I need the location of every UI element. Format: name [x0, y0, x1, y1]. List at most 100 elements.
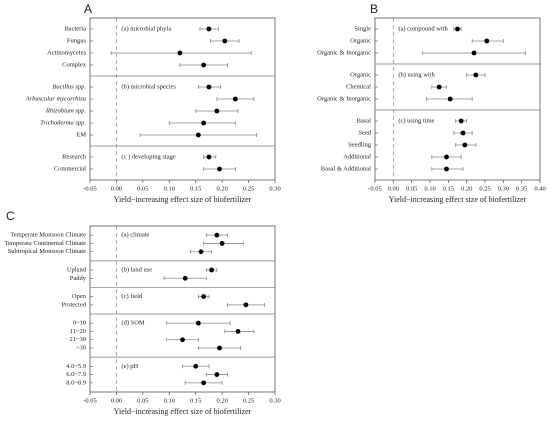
x-tick-label: 0.05: [406, 185, 417, 192]
point-estimate: [209, 267, 214, 273]
x-tick-label: 0.30: [498, 185, 509, 192]
point-estimate: [462, 142, 468, 148]
category-label: Temperate Continental Climate: [5, 240, 87, 247]
category-label: 4.0~5.9: [66, 363, 86, 370]
category-label: EM: [76, 131, 86, 138]
x-axis-title: Yield−increasing effect size of bioferti…: [114, 195, 252, 204]
category-label: Bacteria: [64, 25, 86, 32]
point-estimate: [436, 84, 442, 90]
x-axis-title: Yield−increasing effect size of bioferti…: [114, 407, 252, 416]
point-estimate: [471, 50, 477, 56]
point-estimate: [214, 108, 220, 114]
category-label: 6.0~7.9: [66, 371, 86, 378]
point-estimate: [201, 120, 207, 126]
group-label: (c) using time: [398, 117, 434, 124]
x-tick-label: 0.10: [424, 185, 435, 192]
point-estimate: [193, 363, 199, 369]
point-estimate: [180, 337, 185, 343]
x-tick-label: 0.00: [111, 397, 122, 404]
point-estimate: [195, 320, 201, 326]
group-label: (e) pH: [121, 363, 138, 370]
group-label: (a) microbial phyla: [121, 25, 171, 32]
group-label: (b) microbial species: [121, 83, 176, 90]
panel-label: B: [370, 2, 378, 16]
panel-label: A: [84, 2, 92, 16]
point-estimate: [201, 294, 207, 299]
category-label: Single: [354, 25, 371, 32]
category-label: Basal: [357, 117, 372, 124]
category-label: Rhizobium spp.: [45, 107, 86, 114]
category-label: Paddy: [70, 275, 87, 282]
category-label: Open: [72, 293, 87, 300]
group-label: (c ) developing stage: [121, 153, 175, 160]
point-estimate: [444, 166, 449, 172]
category-label: Bacillus spp.: [52, 83, 86, 90]
group-label: (a) climate: [121, 232, 149, 239]
point-estimate: [201, 380, 207, 386]
category-label: Trichoderma spp.: [40, 119, 86, 126]
point-estimate: [219, 241, 225, 246]
category-label: Temperate Monsoon Climate: [10, 232, 86, 239]
point-estimate: [460, 130, 466, 136]
x-tick-label: 0.05: [137, 185, 148, 192]
x-tick-label: 0.10: [164, 185, 175, 192]
x-tick-label: 0.00: [111, 185, 122, 192]
group-label: (d) SOM: [121, 320, 145, 327]
point-estimate: [195, 132, 201, 138]
category-label: Seed: [358, 129, 371, 136]
point-estimate: [206, 84, 212, 90]
category-label: 8.0~8.9: [66, 379, 86, 386]
category-label: Additional: [343, 153, 371, 160]
x-tick-label: 0.15: [443, 185, 454, 192]
point-estimate: [206, 154, 212, 160]
group-label: (b) using with: [398, 71, 435, 78]
x-tick-label: 0.20: [216, 185, 227, 192]
x-tick-label: 0.15: [190, 185, 201, 192]
point-estimate: [206, 26, 212, 32]
point-estimate: [243, 302, 249, 308]
category-label: Chemical: [346, 83, 371, 90]
x-tick-label: 0.40: [534, 185, 545, 192]
point-estimate: [473, 72, 479, 78]
x-axis-title: Yield−increasing effect size of bioferti…: [389, 195, 527, 204]
point-estimate: [447, 96, 453, 102]
point-estimate: [201, 62, 207, 68]
category-label: 21~30: [69, 336, 86, 343]
category-label: Basal & Additional: [321, 165, 371, 172]
x-tick-label: -0.05: [83, 185, 97, 192]
point-estimate: [235, 329, 241, 334]
point-estimate: [214, 232, 220, 238]
point-estimate: [455, 26, 460, 32]
panel-label: C: [6, 209, 15, 223]
point-estimate: [177, 50, 183, 56]
x-tick-label: 0.05: [137, 397, 148, 404]
point-estimate: [222, 38, 228, 44]
category-label: Research: [62, 153, 87, 160]
category-label: Fungus: [67, 37, 87, 44]
category-label: Organic & Inorganic: [317, 49, 371, 56]
category-label: Arbuscular mycorrhiza: [25, 95, 86, 102]
category-label: Organic: [350, 71, 371, 78]
category-label: Complex: [62, 61, 87, 68]
x-tick-label: -0.05: [83, 397, 97, 404]
group-label: (b) land use: [121, 266, 152, 273]
point-estimate: [182, 275, 188, 281]
category-label: 0~10: [73, 320, 86, 327]
x-tick-label: 0.20: [461, 185, 472, 192]
group-label: (c) field: [121, 293, 143, 300]
x-tick-label: 0.30: [269, 185, 280, 192]
point-estimate: [214, 372, 220, 377]
point-estimate: [217, 345, 222, 351]
point-estimate: [444, 154, 449, 160]
point-estimate: [484, 38, 490, 44]
category-label: >30: [76, 344, 86, 351]
group-label: (a) compound with: [398, 25, 448, 32]
point-estimate: [198, 249, 204, 255]
category-label: Organic & Inorganic: [317, 95, 371, 102]
x-tick-label: 0.25: [243, 185, 254, 192]
category-label: Protected: [61, 301, 86, 308]
category-label: Actinomycetes: [47, 49, 86, 56]
point-estimate: [458, 118, 464, 124]
